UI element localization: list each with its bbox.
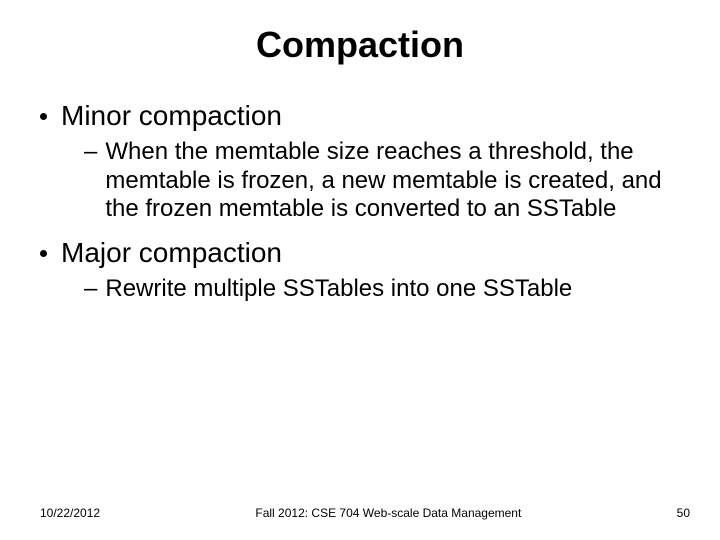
slide-footer: 10/22/2012 Fall 2012: CSE 704 Web-scale … xyxy=(40,506,690,520)
subbullet-text: When the memtable size reaches a thresho… xyxy=(105,138,680,223)
slide-container: Compaction Minor compaction – When the m… xyxy=(0,0,720,540)
bullet-dot-icon xyxy=(40,113,47,120)
slide-title: Compaction xyxy=(40,24,680,66)
bullet-text: Minor compaction xyxy=(61,100,282,132)
bullet-text: Major compaction xyxy=(61,237,282,269)
subbullet-text: Rewrite multiple SSTables into one SSTab… xyxy=(105,275,572,303)
bullet-minor-compaction: Minor compaction xyxy=(40,100,680,132)
footer-date: 10/22/2012 xyxy=(40,506,100,520)
bullet-dot-icon xyxy=(40,250,47,257)
dash-icon: – xyxy=(84,275,97,303)
subbullet-minor-detail: – When the memtable size reaches a thres… xyxy=(84,138,680,223)
subbullet-major-detail: – Rewrite multiple SSTables into one SST… xyxy=(84,275,680,303)
bullet-major-compaction: Major compaction xyxy=(40,237,680,269)
footer-page-number: 50 xyxy=(677,506,690,520)
dash-icon: – xyxy=(84,138,97,166)
footer-center: Fall 2012: CSE 704 Web-scale Data Manage… xyxy=(255,506,521,520)
